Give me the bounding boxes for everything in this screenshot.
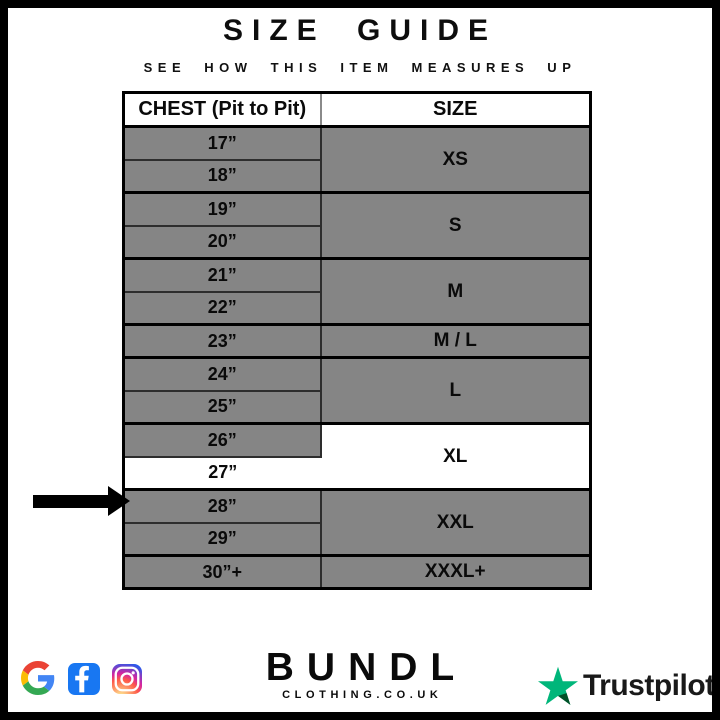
- chest-cell-27: 27”: [123, 455, 321, 490]
- size-cell-M: M: [320, 257, 591, 325]
- chest-cell-28: 28”: [123, 488, 322, 523]
- arrow-head: [108, 486, 130, 516]
- table-row: 19” S: [123, 191, 591, 259]
- current-size-arrow-icon: [33, 486, 130, 516]
- size-column-header: SIZE: [319, 92, 591, 128]
- size-cell-L: L: [320, 356, 591, 424]
- trustpilot-star-icon: [538, 666, 578, 705]
- size-cell-XS: XS: [320, 125, 591, 193]
- size-cell-S: S: [320, 191, 591, 259]
- brand-name: BUNDL: [265, 646, 468, 689]
- chest-cell-22: 22”: [123, 290, 322, 325]
- chest-cell-18: 18”: [123, 158, 322, 193]
- arrow-shaft: [33, 494, 108, 508]
- size-guide-table: CHEST (Pit to Pit) SIZE 17” XS 18” 19” S 20” 2…: [122, 91, 592, 590]
- table-row: 22”: [123, 290, 591, 325]
- brand-logo: BUNDL CLOTHING.CO.UK: [8, 648, 712, 702]
- chest-cell-17: 17”: [123, 125, 322, 160]
- table-row: 17” XS: [123, 125, 591, 193]
- chest-column-header: CHEST (Pit to Pit): [123, 92, 321, 128]
- chest-cell-19: 19”: [123, 191, 322, 226]
- size-table-body: 17” XS 18” 19” S 20” 21” M 22” 23” M / L 24” L 25” 26”…: [123, 125, 591, 589]
- table-row: 23” M / L: [123, 323, 591, 358]
- google-icon[interactable]: [21, 661, 55, 695]
- size-cell-XXXL+: XXXL+: [320, 554, 591, 589]
- instagram-camera-glyph: [114, 666, 140, 692]
- facebook-icon[interactable]: [68, 663, 100, 695]
- table-header-row: CHEST (Pit to Pit) SIZE: [123, 92, 591, 128]
- chest-cell-20: 20”: [123, 224, 322, 259]
- table-row: 29”: [123, 521, 591, 556]
- table-row: 24” L: [123, 356, 591, 424]
- table-row: 28” XXL: [123, 488, 591, 556]
- chest-cell-21: 21”: [123, 257, 322, 292]
- chest-cell-24: 24”: [123, 356, 322, 391]
- table-row: 20”: [123, 224, 591, 259]
- size-cell-XXL: XXL: [320, 488, 591, 556]
- chest-cell-25: 25”: [123, 389, 322, 424]
- page-title: SIZE GUIDE: [222, 14, 498, 47]
- chest-cell-30+: 30”+: [123, 554, 322, 589]
- brand-domain: CLOTHING.CO.UK: [282, 689, 443, 701]
- instagram-icon[interactable]: [112, 664, 142, 694]
- chest-cell-26: 26”: [123, 422, 322, 457]
- table-row: 27”: [123, 455, 591, 490]
- table-row: 25”: [123, 389, 591, 424]
- table-row: 21” M: [123, 257, 591, 325]
- chest-cell-29: 29”: [123, 521, 322, 556]
- table-row: 18”: [123, 158, 591, 193]
- page-subtitle: SEE HOW THIS ITEM MEASURES UP: [143, 60, 577, 75]
- size-cell-XL: XL: [320, 422, 591, 490]
- chest-cell-23: 23”: [123, 323, 322, 358]
- facebook-f-glyph: [75, 665, 89, 693]
- trustpilot-label: Trustpilot: [583, 669, 715, 702]
- table-row: 30”+ XXXL+: [123, 554, 591, 589]
- size-cell-ML: M / L: [320, 323, 591, 358]
- table-row: 26” XL: [123, 422, 591, 490]
